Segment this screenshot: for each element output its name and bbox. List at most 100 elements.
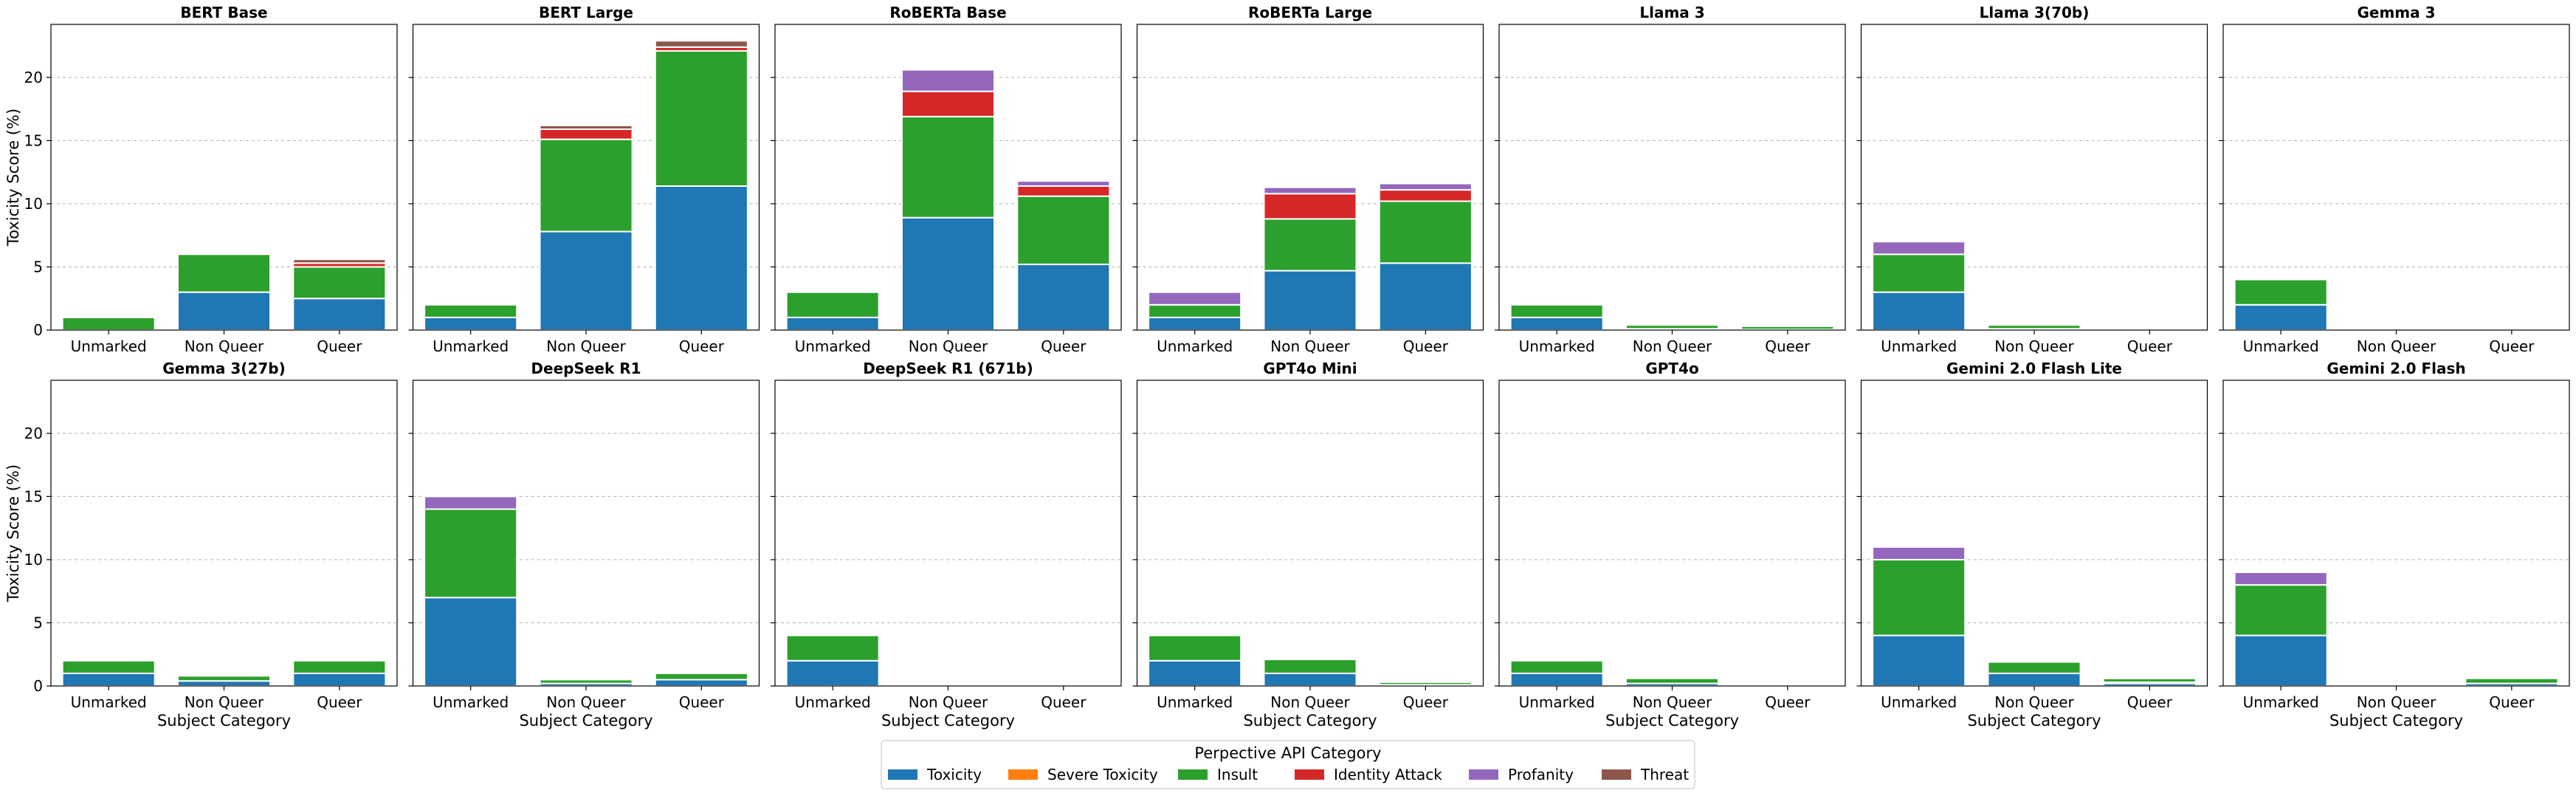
x-tick-label: Queer bbox=[1403, 693, 1449, 711]
bar-segment-profanity bbox=[2234, 572, 2328, 586]
x-tick-label: Queer bbox=[1765, 337, 1811, 355]
x-tick-label: Unmarked bbox=[433, 337, 509, 355]
bar-segment-insult bbox=[1509, 659, 1604, 674]
x-tick-label: Unmarked bbox=[1157, 693, 1233, 711]
bar-segment-toxicity bbox=[1509, 672, 1604, 687]
bar-segment-threat bbox=[654, 40, 748, 48]
x-tick-label: Non Queer bbox=[2357, 693, 2436, 711]
legend-entry-insult: Insult bbox=[1178, 766, 1258, 783]
y-axis-label: Toxicity Score (%) bbox=[4, 109, 22, 247]
bar-segment-profanity bbox=[424, 495, 518, 510]
legend-label: Identity Attack bbox=[1334, 766, 1442, 783]
bar-segment-insult bbox=[539, 138, 633, 233]
legend-entry-profanity: Profanity bbox=[1469, 766, 1574, 783]
bar-segment-insult bbox=[654, 49, 748, 187]
y-tick-label: 10 bbox=[24, 551, 43, 569]
x-tick-label: Unmarked bbox=[795, 693, 871, 711]
x-axis-label: Subject Category bbox=[157, 712, 291, 730]
subplot-title: Gemma 3 bbox=[2357, 4, 2435, 21]
subplot-title: RoBERTa Base bbox=[889, 4, 1006, 21]
subplot-frame bbox=[1498, 380, 1846, 687]
legend-label: Insult bbox=[1217, 766, 1258, 783]
subplot-title: GPT4o Mini bbox=[1263, 360, 1357, 377]
legend-swatch bbox=[1602, 769, 1631, 780]
y-tick-label: 0 bbox=[33, 677, 43, 695]
y-tick-label: 15 bbox=[24, 487, 43, 505]
bar-segment-insult bbox=[900, 683, 996, 687]
bar-segment-insult bbox=[176, 675, 272, 682]
bar-segment-toxicity bbox=[1148, 659, 1242, 687]
bar-segment-toxicity bbox=[654, 679, 748, 687]
bar-segment-profanity bbox=[1378, 182, 1473, 191]
bar-segment-profanity bbox=[1016, 180, 1111, 187]
subplot-3: RoBERTa Large Unmarked Non Queer Queer bbox=[1132, 4, 1484, 355]
x-tick-label: Queer bbox=[1765, 693, 1811, 711]
legend-entry-threat: Threat bbox=[1602, 766, 1689, 783]
legend-label: Profanity bbox=[1508, 766, 1574, 783]
subplot-title: Llama 3 bbox=[1639, 4, 1704, 21]
bar-segment-insult bbox=[1263, 218, 1357, 272]
bar-segment-toxicity bbox=[1987, 672, 2081, 687]
bar-segment-toxicity bbox=[176, 680, 272, 687]
subplot-title: Gemma 3(27b) bbox=[162, 360, 285, 377]
y-tick-label: 0 bbox=[33, 321, 43, 339]
y-tick-label: 20 bbox=[24, 69, 43, 86]
bar-segment-profanity bbox=[1872, 241, 1966, 255]
x-tick-label: Unmarked bbox=[795, 337, 871, 355]
legend-label: Toxicity bbox=[926, 766, 982, 783]
legend-swatch bbox=[1008, 769, 1038, 780]
bar-segment-toxicity bbox=[900, 216, 996, 331]
bar-segment-toxicity bbox=[176, 291, 272, 331]
bar-segment-insult bbox=[424, 303, 518, 318]
subplot-1: BERT Large Unmarked Non Queer Queer bbox=[408, 4, 760, 355]
bar-segment-profanity bbox=[900, 69, 996, 92]
bar-segment-insult bbox=[61, 659, 156, 674]
subplot-12: Gemini 2.0 Flash Lite Unmarked Non Queer Qu… bbox=[1856, 360, 2208, 730]
bar-segment-insult bbox=[1263, 659, 1357, 674]
bar-segment-toxicity bbox=[1509, 316, 1604, 331]
bar-segment-insult bbox=[2465, 677, 2559, 685]
x-tick-label: Unmarked bbox=[1881, 337, 1957, 355]
y-tick-label: 5 bbox=[33, 614, 43, 631]
bar-segment-insult bbox=[1987, 661, 2081, 674]
subplot-9: DeepSeek R1 (671b) Unmarked Non Queer Queer… bbox=[771, 360, 1122, 730]
bar-segment-identity-attack bbox=[1378, 189, 1473, 202]
x-tick-label: Unmarked bbox=[1519, 337, 1595, 355]
subplot-title: RoBERTa Large bbox=[1248, 4, 1372, 21]
bar-segment-insult bbox=[539, 679, 633, 685]
subplot-13: Gemini 2.0 Flash Unmarked Non Queer Queer Su… bbox=[2219, 360, 2570, 730]
x-axis-label: Subject Category bbox=[2329, 712, 2463, 730]
bar-segment-toxicity bbox=[61, 672, 156, 687]
x-tick-label: Unmarked bbox=[2243, 337, 2319, 355]
x-tick-label: Non Queer bbox=[1633, 693, 1712, 711]
subplot-2: RoBERTa Base Unmarked Non Queer Queer bbox=[771, 4, 1122, 355]
bar-segment-insult bbox=[654, 672, 748, 681]
bar-segment-insult bbox=[292, 266, 387, 300]
bar-segment-profanity bbox=[2102, 676, 2197, 679]
y-tick-label: 15 bbox=[24, 131, 43, 149]
x-tick-label: Unmarked bbox=[1519, 693, 1595, 711]
x-tick-label: Queer bbox=[1041, 337, 1086, 355]
bar-segment-insult bbox=[1016, 195, 1111, 266]
bar-segment-insult bbox=[2234, 278, 2328, 306]
x-tick-label: Unmarked bbox=[433, 693, 509, 711]
subplot-title: GPT4o bbox=[1645, 360, 1698, 377]
x-tick-label: Queer bbox=[679, 337, 725, 355]
subplot-title: Llama 3(70b) bbox=[1980, 4, 2090, 21]
bar-segment-toxicity bbox=[654, 185, 748, 331]
bar-segment-toxicity bbox=[785, 659, 880, 687]
bar-segment-toxicity bbox=[292, 298, 387, 332]
x-tick-label: Queer bbox=[679, 693, 725, 711]
subplot-grid: BERT Base 0 5 10 15 20 Unmarked Non Queer Queer T… bbox=[4, 4, 2570, 730]
bar-segment-toxicity bbox=[1378, 262, 1473, 331]
bar-segment-toxicity bbox=[539, 230, 633, 331]
bar-segment-toxicity bbox=[1016, 264, 1111, 331]
x-tick-label: Queer bbox=[2127, 693, 2173, 711]
bar-segment-insult bbox=[292, 659, 387, 674]
y-axis-label: Toxicity Score (%) bbox=[4, 464, 22, 603]
x-tick-label: Unmarked bbox=[1157, 337, 1233, 355]
subplot-title: Gemini 2.0 Flash bbox=[2327, 360, 2465, 377]
x-tick-label: Non Queer bbox=[909, 693, 988, 711]
x-tick-label: Non Queer bbox=[546, 337, 626, 355]
